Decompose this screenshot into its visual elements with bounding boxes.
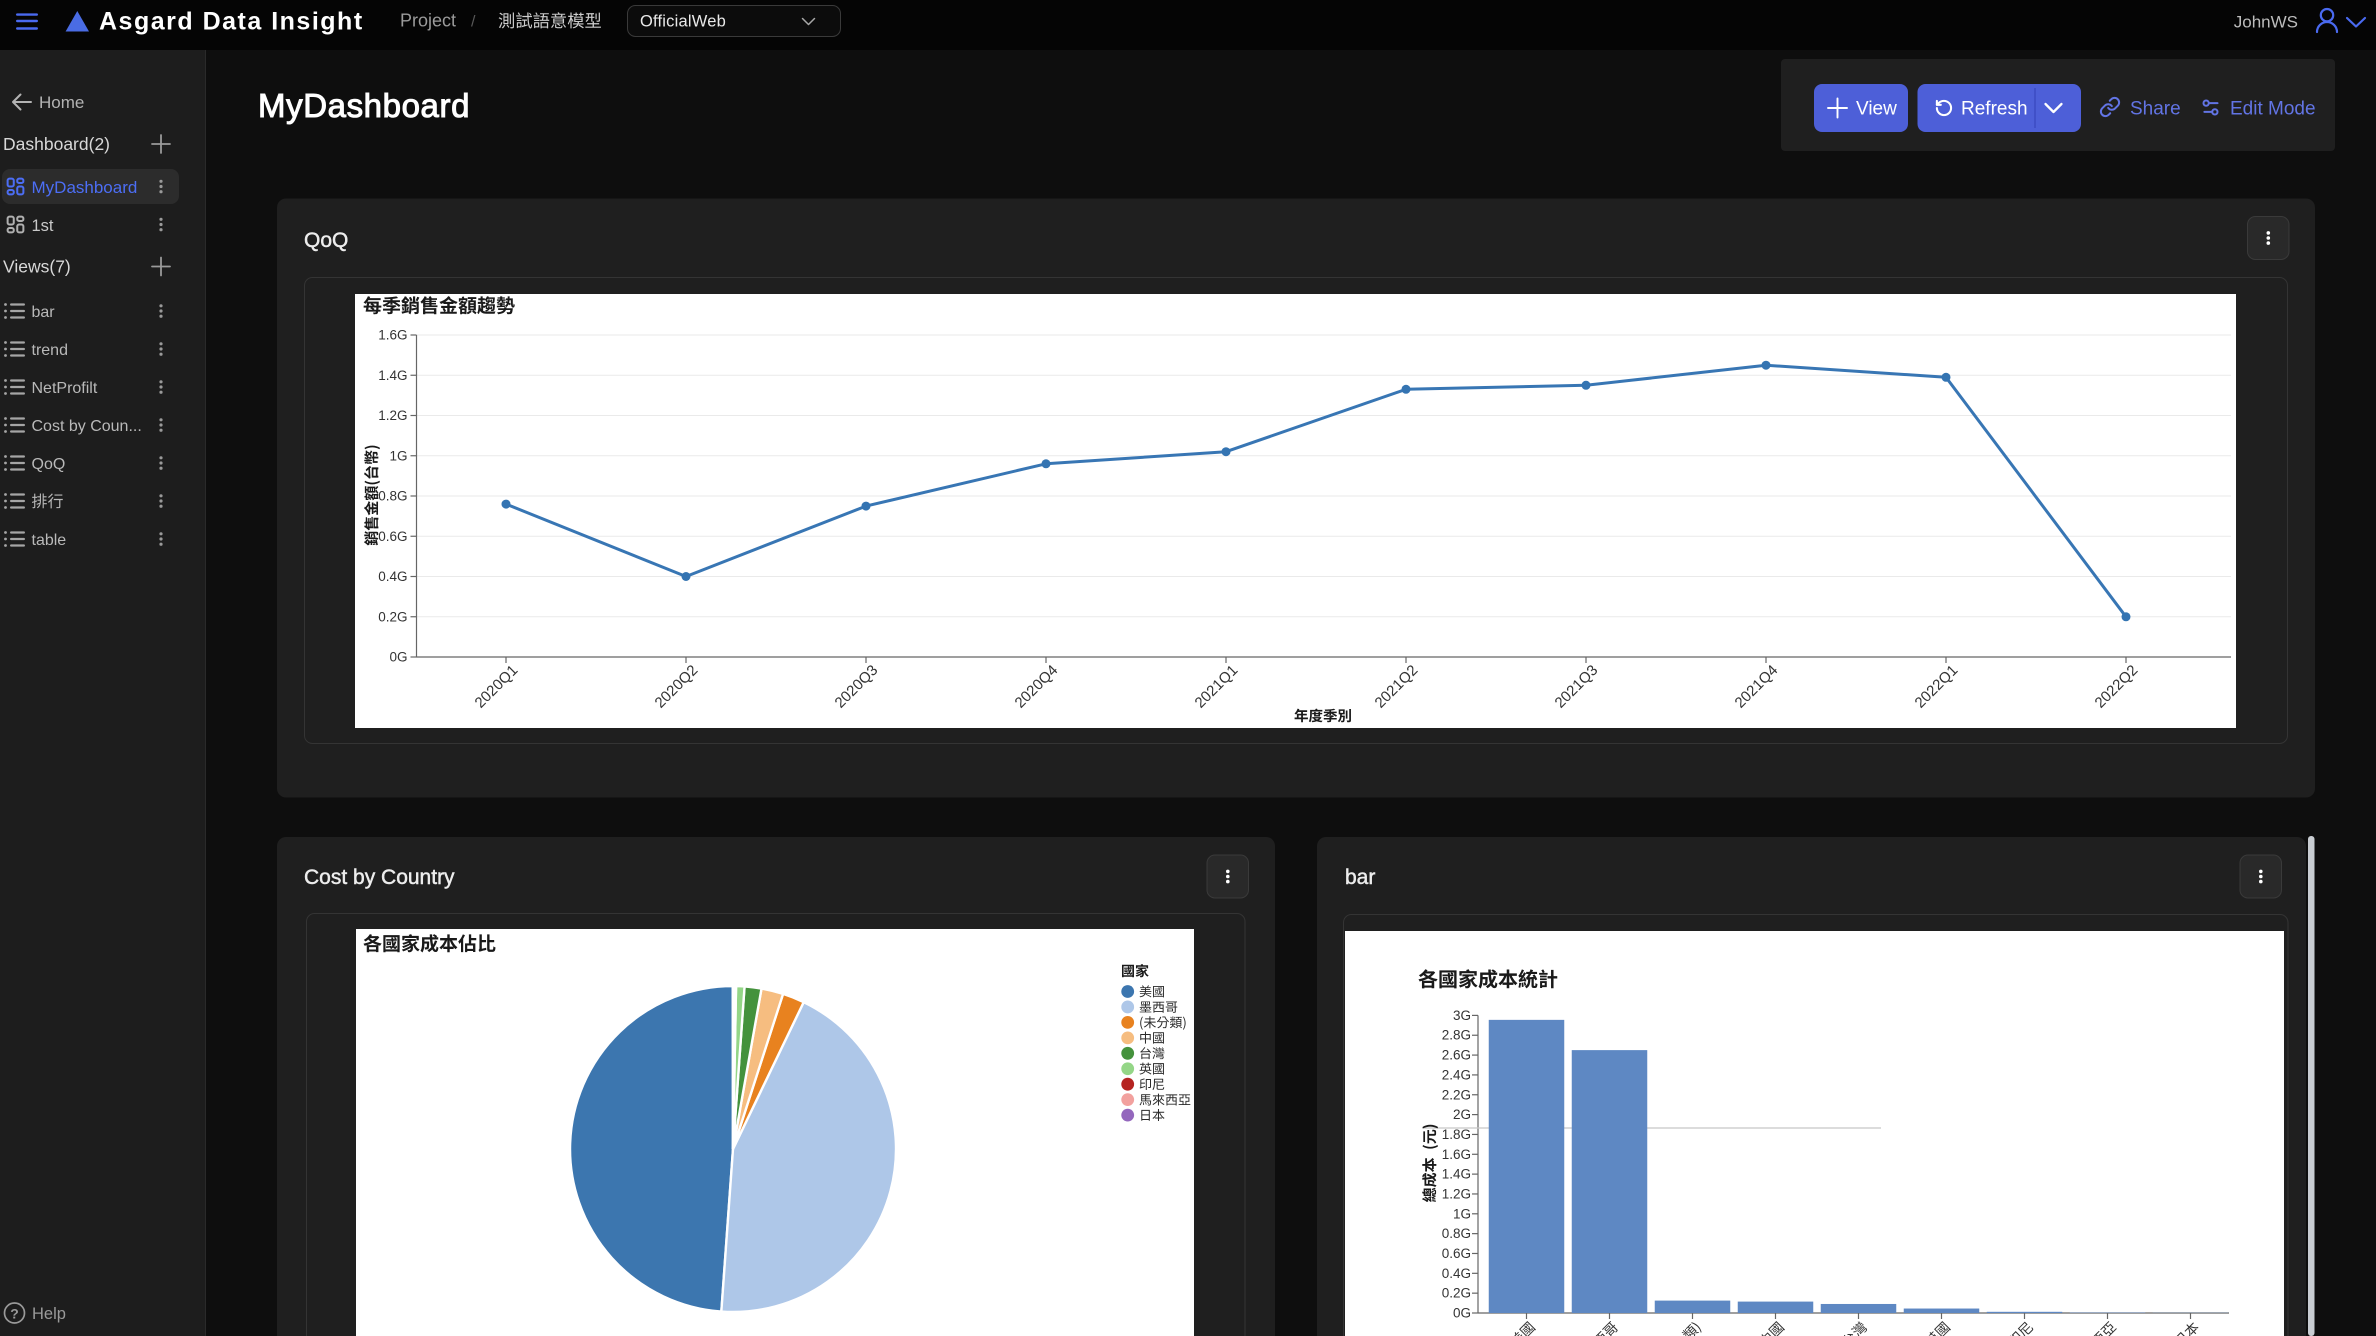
- svg-text:1G: 1G: [1453, 1206, 1471, 1221]
- svg-text:0.8G: 0.8G: [378, 489, 407, 504]
- svg-text:1.2G: 1.2G: [1442, 1186, 1471, 1201]
- svg-text:1st: 1st: [32, 217, 54, 235]
- svg-text:NetProfilt: NetProfilt: [32, 380, 98, 397]
- svg-text:QoQ: QoQ: [304, 229, 348, 252]
- svg-text:View: View: [1856, 99, 1897, 120]
- svg-text:Asgard Data Insight: Asgard Data Insight: [99, 8, 364, 36]
- svg-text:Refresh: Refresh: [1961, 99, 2028, 120]
- svg-text:2G: 2G: [1453, 1107, 1471, 1122]
- svg-text:Share: Share: [2130, 99, 2181, 120]
- svg-text:0.4G: 0.4G: [378, 569, 407, 584]
- svg-text:0G: 0G: [1453, 1306, 1471, 1321]
- svg-text:QoQ: QoQ: [32, 456, 66, 473]
- svg-text:0.4G: 0.4G: [1442, 1266, 1471, 1281]
- svg-text:?: ?: [10, 1306, 19, 1322]
- svg-text:0.2G: 0.2G: [378, 609, 407, 624]
- svg-text:0.6G: 0.6G: [1442, 1246, 1471, 1261]
- svg-text:1G: 1G: [389, 448, 407, 463]
- svg-text:Dashboard(2): Dashboard(2): [3, 134, 110, 154]
- svg-text:2.4G: 2.4G: [1442, 1067, 1471, 1082]
- svg-text:table: table: [32, 532, 67, 549]
- svg-text:0.2G: 0.2G: [1442, 1286, 1471, 1301]
- svg-text:1.6G: 1.6G: [378, 328, 407, 343]
- svg-text:/: /: [471, 14, 476, 31]
- svg-text:MyDashboard: MyDashboard: [258, 87, 470, 124]
- svg-text:Cost by Coun...: Cost by Coun...: [32, 418, 142, 435]
- svg-text:1.4G: 1.4G: [378, 368, 407, 383]
- svg-text:0G: 0G: [389, 650, 407, 665]
- svg-text:Home: Home: [39, 93, 84, 112]
- svg-text:Project: Project: [400, 11, 456, 31]
- svg-text:Cost by Country: Cost by Country: [304, 866, 455, 889]
- svg-text:0.6G: 0.6G: [378, 529, 407, 544]
- svg-text:3G: 3G: [1453, 1008, 1471, 1023]
- svg-text:2.2G: 2.2G: [1442, 1087, 1471, 1102]
- svg-text:2.8G: 2.8G: [1442, 1028, 1471, 1043]
- svg-text:bar: bar: [32, 304, 56, 321]
- svg-text:2.6G: 2.6G: [1442, 1048, 1471, 1063]
- svg-text:JohnWS: JohnWS: [2234, 13, 2298, 32]
- svg-text:Help: Help: [32, 1305, 66, 1323]
- svg-text:OfficialWeb: OfficialWeb: [640, 13, 726, 31]
- svg-text:1.6G: 1.6G: [1442, 1147, 1471, 1162]
- svg-text:trend: trend: [32, 342, 68, 359]
- svg-text:bar: bar: [1345, 866, 1375, 889]
- svg-text:Views(7): Views(7): [3, 257, 71, 277]
- svg-text:0.8G: 0.8G: [1442, 1226, 1471, 1241]
- svg-text:MyDashboard: MyDashboard: [32, 178, 138, 197]
- svg-text:1.4G: 1.4G: [1442, 1167, 1471, 1182]
- svg-text:1.2G: 1.2G: [378, 408, 407, 423]
- svg-text:1.8G: 1.8G: [1442, 1127, 1471, 1142]
- svg-text:Edit Mode: Edit Mode: [2230, 99, 2316, 120]
